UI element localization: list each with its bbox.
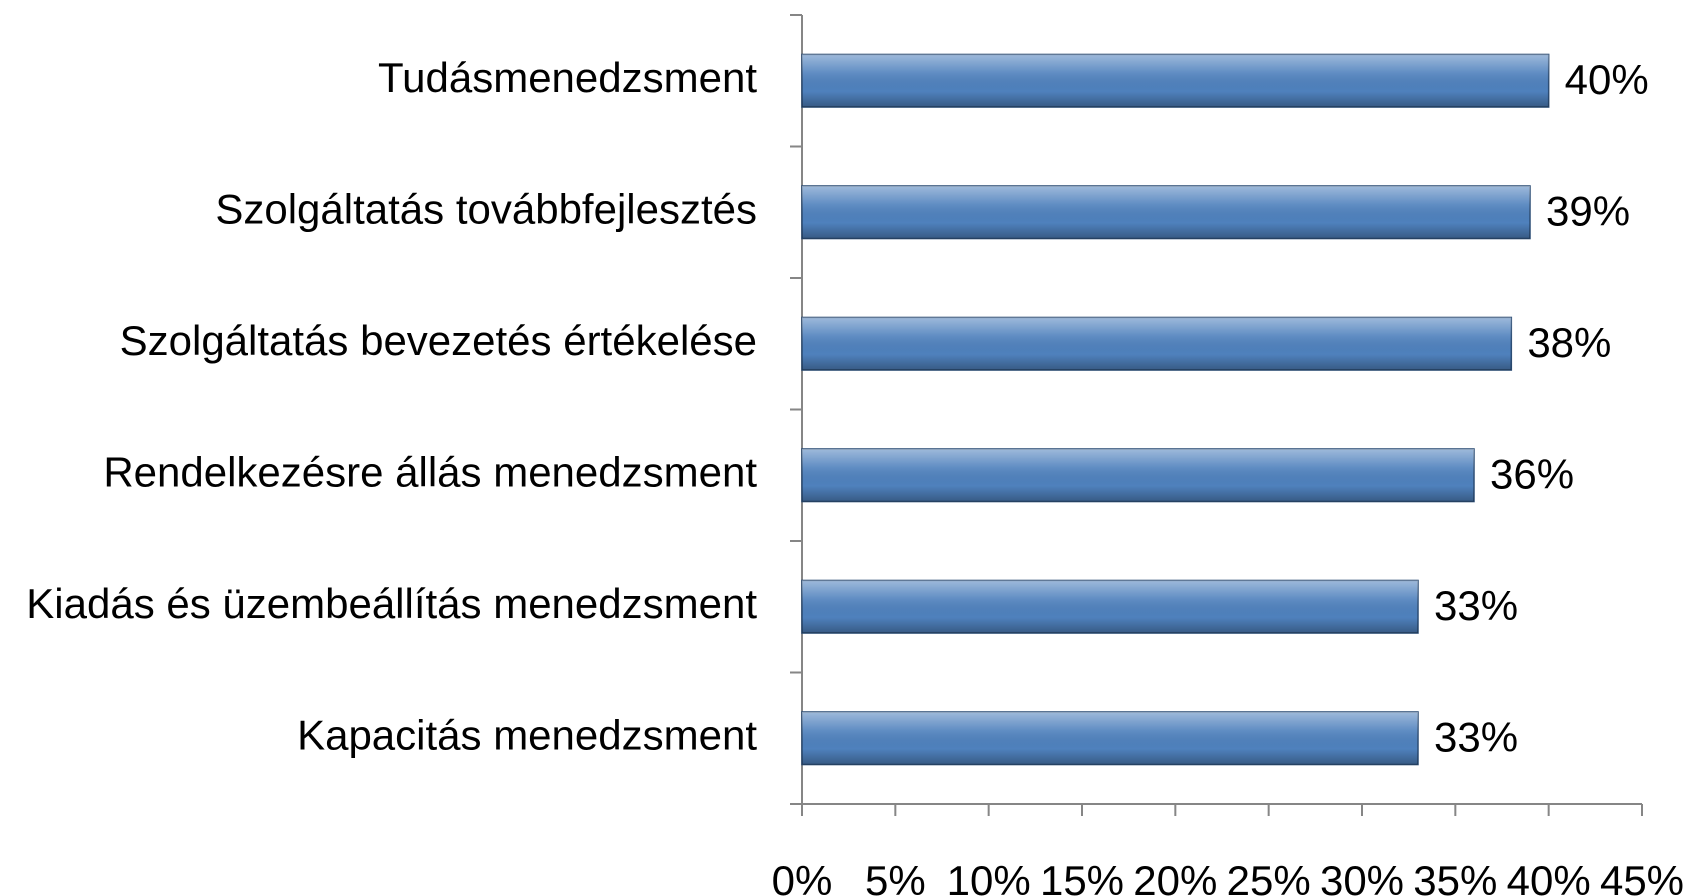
value-label: 40% xyxy=(1565,56,1649,103)
x-tick-label: 25% xyxy=(1227,857,1311,896)
x-tick-label: 35% xyxy=(1413,857,1497,896)
value-label: 38% xyxy=(1527,319,1611,366)
x-tick-label: 10% xyxy=(947,857,1031,896)
bar-shade xyxy=(802,54,1549,108)
value-label: 36% xyxy=(1490,450,1574,497)
bar-shade xyxy=(802,711,1418,765)
x-tick-label: 0% xyxy=(772,857,833,896)
x-tick-label: 5% xyxy=(865,857,926,896)
x-tick-label: 45% xyxy=(1600,857,1684,896)
value-label: 33% xyxy=(1434,713,1518,760)
x-tick-label: 30% xyxy=(1320,857,1404,896)
bar-shade xyxy=(802,185,1530,239)
x-tick-label: 20% xyxy=(1133,857,1217,896)
x-tick-label: 15% xyxy=(1040,857,1124,896)
y-tick-label: Kiadás és üzembeállítás menedzsment xyxy=(26,580,757,627)
value-label: 33% xyxy=(1434,582,1518,629)
value-label: 39% xyxy=(1546,187,1630,234)
bar-shade xyxy=(802,580,1418,634)
y-tick-label: Szolgáltatás továbbfejlesztés xyxy=(215,185,757,232)
y-tick-label: Kapacitás menedzsment xyxy=(297,711,757,758)
y-tick-label: Rendelkezésre állás menedzsment xyxy=(103,448,757,495)
bar-shade xyxy=(802,317,1512,371)
bar-shade xyxy=(802,448,1474,502)
y-tick-label: Tudásmenedzsment xyxy=(378,54,757,101)
x-tick-label: 40% xyxy=(1507,857,1591,896)
y-tick-label: Szolgáltatás bevezetés értékelése xyxy=(120,317,757,364)
